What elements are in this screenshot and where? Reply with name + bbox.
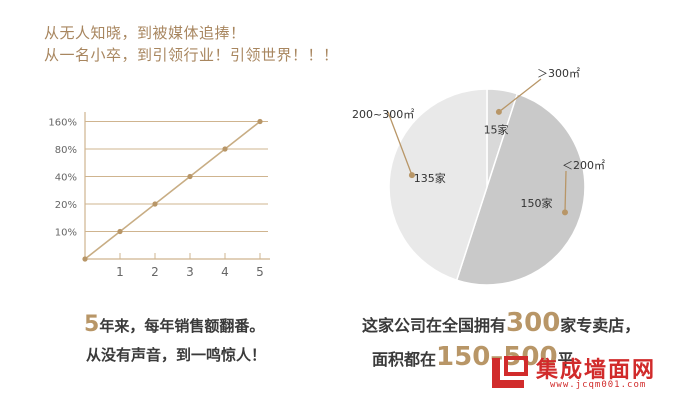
x-tick-label: 3 (186, 265, 194, 279)
slice-range-label: 200~300㎡ (352, 108, 414, 121)
leader-dot (561, 209, 568, 216)
y-tick-label: 160% (48, 118, 77, 129)
logo-mark-icon (492, 356, 528, 388)
pie-slice (455, 92, 586, 286)
y-tick-label: 10% (55, 228, 77, 239)
right-caption-post: 家专卖店， (560, 316, 641, 335)
leader-dot (408, 172, 415, 179)
left-caption-text: 年来，每年销售额翻番。 (99, 317, 265, 335)
data-point (222, 146, 228, 152)
x-tick-label: 4 (221, 265, 229, 279)
left-caption-line-1: 5年来，每年销售额翻番。 (84, 312, 264, 337)
data-point (257, 118, 263, 125)
right-caption-area-pre: 面积都在 (372, 350, 437, 369)
data-point (152, 201, 158, 207)
x-tick-label: 2 (151, 265, 159, 279)
y-tick-label: 80% (55, 145, 77, 156)
y-tick-label: 40% (55, 173, 77, 184)
headline-line-1: 从无人知晓，到被媒体追捧！ (44, 24, 246, 42)
right-caption-line-1: 这家公司在全国拥有300家专卖店， (362, 308, 640, 338)
leader-line (564, 170, 567, 213)
leader-dot (495, 108, 502, 115)
logo-url: www.jcqm001.com (550, 380, 647, 390)
slice-range-label: ＞300㎡ (537, 67, 580, 80)
left-caption-big-number: 5 (84, 312, 100, 337)
data-point (82, 256, 88, 262)
y-tick-label: 20% (55, 200, 77, 211)
right-caption-area-post: 平 (557, 350, 574, 369)
site-logo[interactable]: 集成墙面网 www.jcqm001.com (486, 350, 686, 394)
right-caption-line-2: 面积都在150–500平 (372, 342, 574, 372)
right-caption-store-count: 300 (506, 308, 561, 338)
right-caption-pre: 这家公司在全国拥有 (362, 316, 507, 335)
data-point (187, 173, 193, 180)
slice-value-label: 150家 (520, 196, 552, 210)
left-caption-line-2: 从没有声音，到一鸣惊人！ (86, 346, 267, 364)
leader-line (498, 78, 542, 113)
slice-range-label: ＜200㎡ (562, 159, 605, 172)
x-tick-label: 1 (116, 265, 124, 279)
logo-text: 集成墙面网 (536, 358, 657, 383)
data-point (117, 228, 123, 235)
pie-slice (388, 88, 488, 282)
leader-line (387, 111, 413, 176)
x-tick-label: 5 (256, 265, 264, 279)
series-line (84, 120, 261, 260)
slice-value-label: 15家 (484, 123, 509, 137)
headline-line-2: 从一名小卒，到引领行业！引领世界！！！ (44, 46, 339, 64)
slice-value-label: 135家 (414, 171, 446, 185)
